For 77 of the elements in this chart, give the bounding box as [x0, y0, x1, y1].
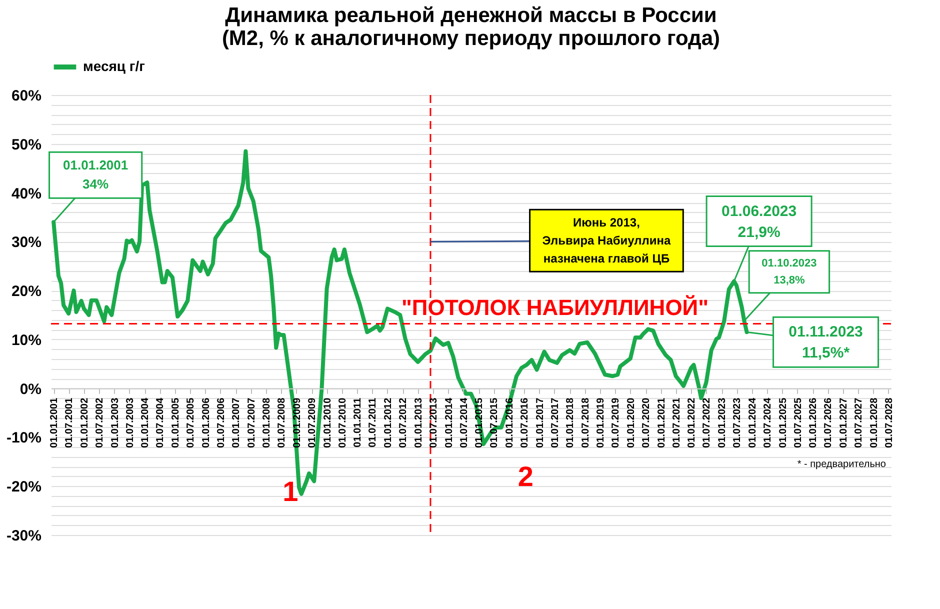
- x-tick-label: 01.07.2004: [155, 397, 166, 448]
- chart-title: Динамика реальной денежной массы в России (М2, % к аналогичному периоду прошлого года): [222, 4, 720, 50]
- annotation: 01.10.2023 13,8%: [762, 257, 817, 286]
- x-tick-label: 01.07.2002: [94, 397, 106, 448]
- x-tick-label: 01.07.2020: [641, 397, 652, 448]
- y-tick-label: -10%: [6, 430, 42, 447]
- y-tick-label: 30%: [11, 234, 42, 252]
- y-tick-label: -20%: [6, 478, 42, 496]
- annotation: 01.01.2001 34%: [63, 158, 128, 192]
- x-tick-label: 01.07.2001: [64, 397, 76, 448]
- x-tick-label: 01.01.2021: [656, 397, 668, 448]
- x-tick-label: 01.01.2012: [383, 397, 394, 448]
- x-tick-label: 01.01.2020: [626, 397, 637, 448]
- annotation: * - предварительно: [797, 459, 886, 470]
- x-tick-label: 01.07.2024: [762, 397, 774, 448]
- x-tick-label: 01.07.2023: [732, 397, 744, 448]
- x-tick-label: 01.01.2016: [504, 397, 516, 448]
- x-tick-label: 01.07.2006: [216, 397, 227, 448]
- y-tick-label: 0%: [20, 380, 42, 398]
- annotation: 01.06.2023 21,9%: [722, 202, 797, 241]
- x-tick-label: 01.07.2026: [823, 397, 834, 448]
- x-tick-label: 01.01.2009: [292, 397, 303, 448]
- annotation: 1: [282, 476, 298, 508]
- x-tick-label: 01.07.2028: [884, 397, 895, 448]
- x-tick-label: 01.01.2028: [868, 397, 880, 448]
- annotation: 01.11.2023 11,5%*: [788, 324, 863, 362]
- x-tick-label: 01.07.2018: [580, 397, 592, 448]
- x-tick-label: 01.01.2014: [444, 397, 455, 448]
- x-tick-label: 01.01.2003: [110, 397, 121, 448]
- x-tick-label: 01.01.2023: [717, 397, 728, 448]
- x-tick-label: 01.01.2024: [747, 397, 758, 448]
- x-tick-label: 01.01.2006: [200, 397, 212, 448]
- x-tick-label: 01.01.2013: [413, 397, 424, 448]
- x-tick-label: 01.01.2026: [808, 397, 820, 448]
- x-tick-label: 01.07.2022: [702, 397, 713, 448]
- legend-label: месяц г/г: [83, 58, 146, 74]
- x-tick-label: 01.07.2003: [124, 397, 136, 448]
- y-tick-label: 10%: [11, 332, 42, 349]
- ref-line-label: "ПОТОЛОК НАБИУЛЛИНОЙ": [401, 294, 709, 320]
- x-tick-label: 01.07.2025: [792, 397, 804, 448]
- x-tick-label: 01.07.2017: [550, 397, 561, 448]
- x-tick-label: 01.07.2027: [854, 397, 864, 448]
- x-tick-label: 01.01.2011: [352, 397, 364, 448]
- x-tick-label: 01.01.2018: [565, 397, 576, 448]
- x-tick-label: 01.07.2005: [186, 397, 197, 448]
- x-tick-label: 01.01.2022: [686, 397, 698, 448]
- x-tick-label: 01.01.2019: [596, 397, 607, 448]
- x-tick-label: 01.01.2005: [170, 397, 182, 448]
- x-tick-label: 01.01.2025: [778, 397, 789, 448]
- y-tick-label: -30%: [6, 528, 42, 544]
- x-tick-label: 01.07.2013: [428, 397, 440, 448]
- x-tick-label: 01.07.2015: [489, 397, 500, 448]
- x-tick-label: 01.01.2010: [322, 397, 334, 448]
- x-tick-label: 01.01.2027: [838, 397, 850, 448]
- x-tick-label: 01.01.2004: [140, 397, 152, 448]
- y-tick-label: 50%: [11, 136, 42, 154]
- y-tick-label: 20%: [11, 283, 42, 300]
- x-tick-label: 01.01.2007: [231, 397, 242, 448]
- x-tick-label: 01.01.2008: [262, 397, 273, 448]
- annotation: 2: [518, 460, 534, 492]
- x-tick-label: 01.07.2016: [520, 397, 531, 448]
- x-tick-label: 01.01.2017: [534, 397, 546, 448]
- x-tick-label: 01.07.2009: [307, 397, 318, 448]
- x-tick-label: 01.01.2001: [49, 397, 60, 448]
- x-tick-label: 01.07.2010: [337, 397, 348, 448]
- x-tick-label: 01.07.2011: [368, 397, 379, 448]
- x-tick-label: 01.07.2014: [458, 397, 470, 448]
- x-tick-label: 01.07.2012: [398, 397, 410, 448]
- x-tick-label: 01.07.2019: [610, 397, 622, 448]
- x-tick-label: 01.07.2007: [246, 397, 258, 448]
- annotation: Июнь 2013, Эльвира Набиуллина назначена главой ЦБ: [542, 216, 672, 266]
- y-tick-label: 40%: [11, 185, 42, 202]
- x-tick-label: 01.01.2002: [79, 397, 90, 448]
- x-tick-label: 01.01.2015: [474, 397, 486, 448]
- y-tick-label: 60%: [11, 88, 42, 104]
- x-tick-label: 01.07.2008: [276, 397, 288, 448]
- x-tick-label: 01.07.2021: [671, 397, 682, 448]
